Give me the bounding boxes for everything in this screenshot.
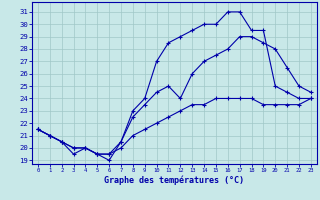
X-axis label: Graphe des températures (°C): Graphe des températures (°C): [104, 176, 244, 185]
